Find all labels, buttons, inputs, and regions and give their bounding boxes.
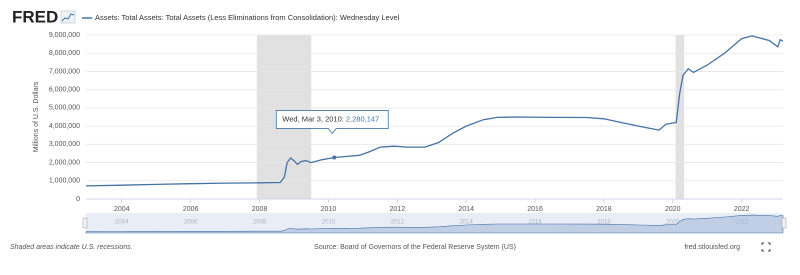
x-tick-label: 2004 <box>114 206 130 213</box>
y-tick-label: 8,000,000 <box>49 50 80 57</box>
series-line <box>85 35 784 187</box>
x-tick-label: 2014 <box>458 206 474 213</box>
navigator-tick-label: 2012 <box>391 220 405 226</box>
fullscreen-icon[interactable] <box>761 242 771 252</box>
y-tick-label: 2,000,000 <box>49 159 80 166</box>
legend-label: Assets: Total Assets: Total Assets (Less… <box>95 13 400 22</box>
x-tick-label: 2022 <box>734 206 750 213</box>
navigator-tick-label: 2006 <box>184 220 198 226</box>
tooltip-value: 2,280,147 <box>346 114 379 123</box>
x-tick-label: 2010 <box>321 206 337 213</box>
navigator-area <box>85 214 784 234</box>
navigator-tick-label: 2010 <box>322 220 336 226</box>
y-axis-label: Millions of U.S. Dollars <box>33 81 40 152</box>
tooltip: Wed, Mar 3, 2010: 2,280,147 <box>275 110 389 135</box>
navigator-tick-label: 2016 <box>528 220 542 226</box>
navigator-tick-label: 2018 <box>597 220 611 226</box>
tooltip-box <box>275 110 389 135</box>
y-tick-label: 0 <box>76 196 80 203</box>
y-tick-label: 6,000,000 <box>49 87 80 94</box>
tooltip-label: Wed, Mar 3, 2010: 2,280,147 <box>282 114 379 123</box>
y-tick-label: 7,000,000 <box>49 68 80 75</box>
y-tick-label: 1,000,000 <box>49 178 80 185</box>
footnote: Shaded areas indicate U.S. recessions. <box>10 244 133 251</box>
y-tick-label: 9,000,000 <box>49 32 80 39</box>
navigator-tick-label: 2020 <box>666 220 680 226</box>
y-tick-label: 4,000,000 <box>49 123 80 130</box>
y-tick-label: 5,000,000 <box>49 105 80 112</box>
tooltip-date: Wed, Mar 3, 2010: <box>282 114 344 123</box>
site[interactable]: fred.stlouisfed.org <box>684 244 740 251</box>
tooltip-point <box>332 155 337 160</box>
navigator-tick-label: 2008 <box>253 220 267 226</box>
x-tick-label: 2008 <box>252 206 268 213</box>
y-tick-label: 3,000,000 <box>49 141 80 148</box>
navigator-tick-label: 2014 <box>460 220 474 226</box>
x-tick-label: 2020 <box>665 206 681 213</box>
navigator-handle <box>82 217 88 229</box>
navigator-handle[interactable] <box>781 217 787 229</box>
recession-band <box>675 35 685 199</box>
navigator-tick-label: 2004 <box>115 220 129 226</box>
source: Source: Board of Governors of the Federa… <box>314 244 516 251</box>
x-tick-label: 2016 <box>527 206 543 213</box>
logo-icon <box>60 10 76 24</box>
x-tick-label: 2012 <box>390 206 406 213</box>
x-tick-label: 2006 <box>183 206 199 213</box>
x-tick-label: 2018 <box>596 206 612 213</box>
logo: FRED <box>12 7 58 26</box>
